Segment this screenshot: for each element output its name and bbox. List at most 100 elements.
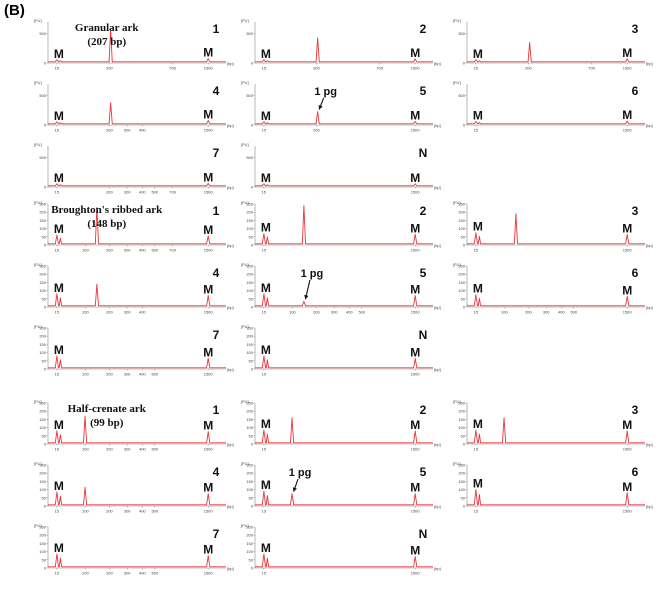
y-tick-label: 0 (463, 305, 466, 310)
y-tick-label: 500 (458, 93, 465, 98)
trace-line (467, 294, 645, 307)
electropherogram-panel: [FU] [bp] 250 200 150 100 50 0 15 100 200 300 400 150… (34, 262, 234, 315)
x-tick-label: 100 (82, 372, 89, 377)
trace-line (467, 120, 645, 125)
y-tick-label: 100 (246, 487, 253, 492)
marker-label: M (203, 170, 213, 184)
annotation-label: 1 pg (314, 86, 337, 98)
x-tick-label: 15 (474, 248, 479, 253)
y-tick-label: 100 (39, 487, 46, 492)
x-tick-label: 1500 (623, 310, 633, 315)
marker-label: M (261, 47, 271, 61)
y-tick-label: 100 (246, 549, 253, 554)
marker-label: M (622, 46, 632, 60)
x-tick-label: 200 (313, 310, 320, 315)
sample-label: 7 (213, 527, 220, 541)
sample-label: 7 (213, 146, 220, 160)
y-tick-label: 0 (251, 566, 254, 571)
x-tick-label: 400 (139, 571, 146, 576)
y-tick-label: 0 (251, 243, 254, 248)
sample-label: 3 (632, 204, 639, 218)
y-tick-label: 100 (458, 288, 465, 293)
y-tick-label: 0 (44, 566, 47, 571)
x-tick-label: 200 (106, 372, 113, 377)
x-tick-label: 400 (139, 372, 146, 377)
y-tick-label: 250 (246, 202, 253, 207)
x-tick-label: 400 (558, 310, 565, 315)
x-tick-label: 1500 (623, 248, 633, 253)
x-tick-label: 300 (124, 571, 131, 576)
y-tick-label: 0 (44, 367, 47, 372)
trace-line (48, 553, 226, 568)
x-unit-label: [bp] (434, 185, 441, 190)
x-tick-label: 15 (474, 509, 479, 514)
marker-label: M (54, 281, 64, 295)
x-tick-label: 200 (106, 128, 113, 133)
sample-label: 5 (420, 84, 427, 98)
marker-label: M (203, 108, 213, 122)
x-tick-label: 200 (106, 248, 113, 253)
arrow-head (304, 294, 309, 300)
marker-label: M (410, 221, 420, 235)
x-tick-label: 300 (331, 310, 338, 315)
y-tick-label: 0 (44, 504, 47, 509)
x-tick-label: 500 (151, 248, 158, 253)
y-tick-label: 100 (39, 425, 46, 430)
x-tick-label: 15 (474, 310, 479, 315)
x-tick-label: 1500 (204, 310, 214, 315)
marker-label: M (54, 479, 64, 493)
x-tick-label: 200 (525, 310, 532, 315)
y-tick-label: 0 (251, 504, 254, 509)
arrow-head (292, 487, 297, 492)
y-tick-label: 0 (251, 442, 254, 447)
y-tick-label: 500 (458, 31, 465, 36)
y-tick-label: 200 (246, 471, 253, 476)
y-unit-label: [FU] (241, 142, 249, 147)
x-tick-label: 500 (570, 310, 577, 315)
trace-line (255, 355, 433, 369)
sample-label: 4 (213, 84, 220, 98)
y-tick-label: 150 (246, 280, 253, 285)
y-tick-label: 250 (246, 326, 253, 331)
y-tick-label: 250 (246, 401, 253, 406)
y-tick-label: 200 (39, 471, 46, 476)
y-tick-label: 150 (246, 417, 253, 422)
y-tick-label: 150 (246, 479, 253, 484)
x-tick-label: 1500 (411, 372, 421, 377)
x-tick-label: 300 (543, 310, 550, 315)
x-tick-label: 700 (588, 66, 595, 71)
y-unit-label: [FU] (453, 461, 461, 466)
x-tick-label: 500 (358, 310, 365, 315)
x-tick-label: 200 (106, 66, 113, 71)
x-tick-label: 300 (124, 128, 131, 133)
y-tick-label: 150 (39, 218, 46, 223)
x-unit-label: [bp] (646, 61, 653, 66)
marker-label: M (203, 223, 213, 237)
sample-label: N (419, 328, 428, 342)
sample-label: 4 (213, 266, 220, 280)
y-tick-label: 200 (458, 409, 465, 414)
y-unit-label: [FU] (34, 200, 42, 205)
marker-label: M (410, 481, 420, 495)
trace-line (255, 111, 433, 125)
x-unit-label: [bp] (646, 504, 653, 509)
marker-label: M (410, 345, 420, 359)
y-tick-label: 150 (39, 280, 46, 285)
group-title: Broughton's ribbed ark (51, 204, 163, 216)
figure-panel-label: (B) (4, 2, 25, 19)
y-tick-label: 50 (249, 557, 254, 562)
marker-label: M (410, 418, 420, 432)
marker-label: M (410, 171, 420, 185)
marker-label: M (54, 222, 64, 236)
y-tick-label: 50 (249, 495, 254, 500)
sample-label: 2 (420, 403, 427, 417)
x-tick-label: 1500 (204, 190, 214, 195)
marker-label: M (261, 541, 271, 555)
x-tick-label: 1500 (411, 248, 421, 253)
sample-label: 5 (420, 266, 427, 280)
